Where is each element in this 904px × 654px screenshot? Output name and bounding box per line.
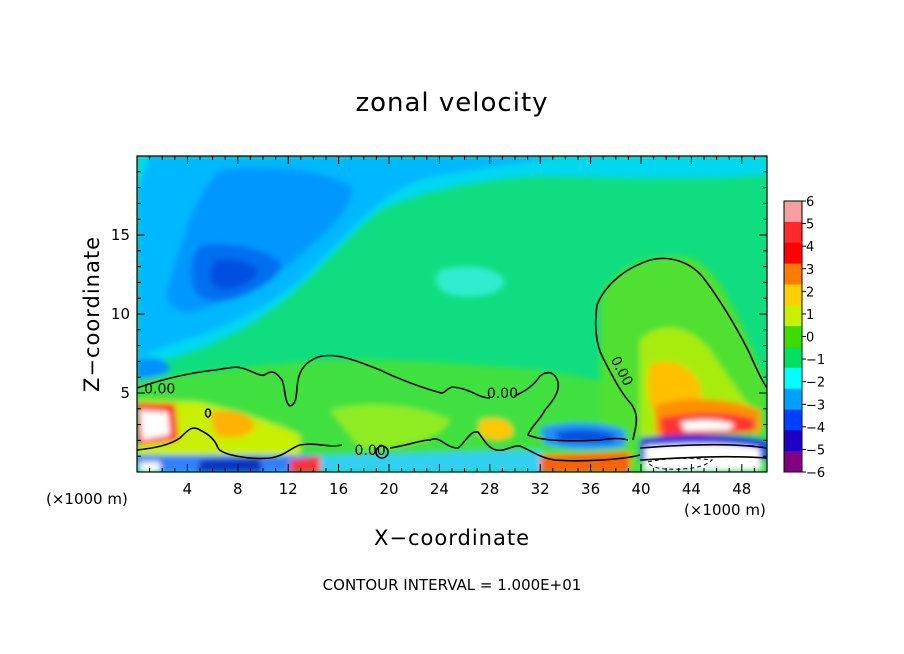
colorbar-swatch	[784, 284, 802, 306]
contour-label: 0.00	[487, 386, 518, 402]
colorbar-tick-label: −4	[806, 421, 825, 436]
contour-label: 0.00	[355, 443, 386, 459]
y-tick-label: 10	[111, 305, 130, 323]
x-tick-label: 36	[581, 480, 600, 498]
colorbar-swatch	[784, 305, 802, 327]
x-tick-label: 16	[329, 480, 348, 498]
colorbar-tick-label: 5	[806, 218, 814, 233]
colorbar-tick-label: 0	[806, 331, 814, 346]
x-tick-label: 12	[279, 480, 298, 498]
heatmap-field	[137, 156, 767, 472]
colorbar-tick-label: −6	[806, 466, 825, 481]
colorbar-swatch	[784, 221, 802, 244]
x-tick-label: 20	[379, 480, 398, 498]
x-tick-label: 32	[531, 480, 550, 498]
x-unit-label: (×1000 m)	[46, 490, 128, 508]
colorbar-tick-label: −1	[806, 353, 825, 368]
colorbar-tick-label: 3	[806, 263, 814, 278]
colorbar-tick-label: −5	[806, 443, 825, 458]
colorbar-tick-label: 1	[806, 308, 814, 323]
x-tick-label: 44	[682, 480, 701, 498]
colorbar-swatch	[784, 326, 802, 348]
colorbar-swatch	[784, 430, 802, 452]
colorbar-swatch	[784, 451, 802, 473]
x-tick-label: 48	[732, 480, 751, 498]
x-tick-label: 24	[430, 480, 449, 498]
colorbar-tick-label: 6	[806, 195, 814, 210]
x-tick-label: 8	[233, 480, 243, 498]
x-axis-label: X−coordinate	[374, 526, 530, 550]
colorbar-tick-label: −3	[806, 398, 825, 413]
colorbar-swatch	[784, 263, 802, 285]
x-tick-label: 28	[480, 480, 499, 498]
colorbar-tick-label: −2	[806, 376, 825, 391]
y-tick-label: 5	[120, 384, 130, 402]
colorbar-swatch	[784, 388, 802, 410]
x-tick-label: 4	[183, 480, 193, 498]
colorbar-swatch	[784, 242, 802, 265]
negative-contour	[647, 457, 714, 470]
contour-label: 0.00	[144, 381, 175, 397]
colorbar-swatch	[784, 201, 802, 223]
zero-contours	[137, 257, 767, 462]
contour-interval-note: CONTOUR INTERVAL = 1.000E+01	[322, 576, 582, 594]
colorbar-swatch	[784, 367, 802, 390]
chart-title: zonal velocity	[355, 88, 549, 118]
colorbar-swatch	[784, 346, 802, 369]
colorbar-swatch	[784, 409, 802, 431]
y-tick-label: 15	[111, 226, 130, 244]
y-unit-label: (×1000 m)	[684, 501, 766, 519]
x-tick-label: 40	[631, 480, 650, 498]
colorbar-tick-label: 4	[806, 240, 814, 255]
colorbar-tick-label: 2	[806, 285, 814, 300]
